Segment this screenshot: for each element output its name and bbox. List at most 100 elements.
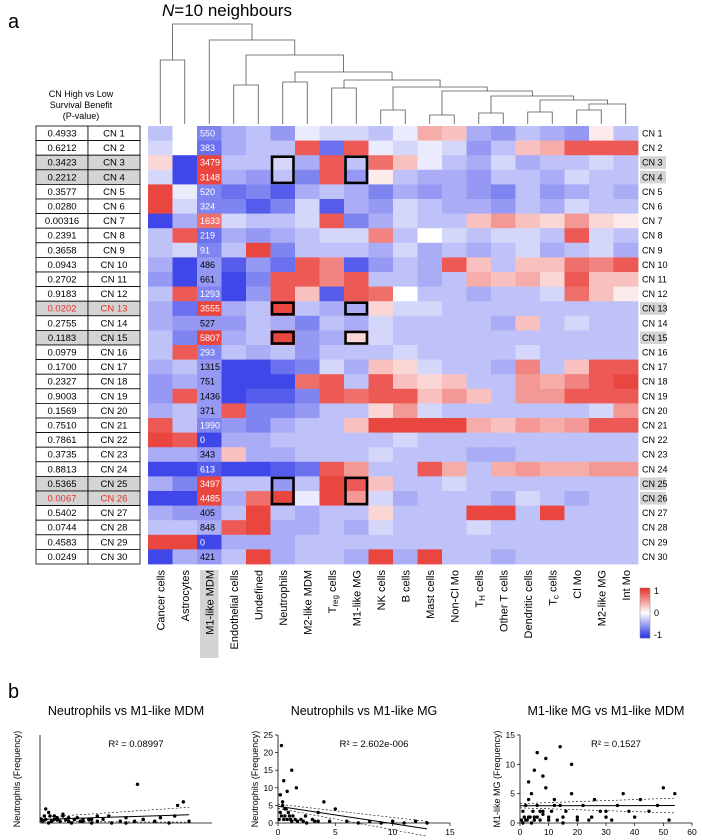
scatter-point xyxy=(529,821,534,825)
heatmap-cell xyxy=(221,272,247,287)
heatmap-cell xyxy=(319,461,345,477)
heatmap-cell xyxy=(246,257,271,273)
scatter-point xyxy=(277,817,281,822)
heatmap-cell xyxy=(295,126,320,141)
heatmap-cell xyxy=(221,432,247,448)
heatmap-cell xyxy=(221,286,247,302)
heatmap-cell xyxy=(197,242,222,258)
heatmap-cell xyxy=(613,301,639,317)
heatmap-cell xyxy=(515,461,541,477)
colorbar-step xyxy=(640,622,650,624)
heatmap-cell xyxy=(221,403,247,419)
heatmap-cell xyxy=(270,505,296,521)
heatmap-cell xyxy=(442,534,467,550)
heatmap-cell xyxy=(491,374,516,390)
heatmap-cell xyxy=(221,388,247,404)
heatmap-cell xyxy=(393,476,418,492)
outlined-cell-box xyxy=(270,301,295,316)
dendrogram-link xyxy=(490,95,575,113)
scatter-point xyxy=(532,815,537,819)
heatmap-cell xyxy=(515,155,541,171)
heatmap-cell xyxy=(417,476,443,492)
pvalue-text: 0.2327 xyxy=(47,377,76,388)
heatmap-cell xyxy=(319,388,345,404)
heatmap-cell xyxy=(589,505,614,521)
heatmap-cell xyxy=(148,345,173,360)
heatmap-cell xyxy=(393,520,418,536)
colorbar-step xyxy=(640,621,650,623)
colorbar-step xyxy=(640,611,650,613)
heatmap-cell xyxy=(491,184,516,200)
scatter-fit-line xyxy=(277,805,428,830)
heatmap-cell xyxy=(540,315,565,331)
colorbar-step xyxy=(640,624,650,626)
cn-name-text: CN 1 xyxy=(103,129,125,140)
dendrogram-link xyxy=(527,111,553,124)
heatmap-cell xyxy=(344,184,369,200)
cn-name-text: CN 17 xyxy=(101,362,128,373)
heatmap-cell xyxy=(417,286,443,302)
pvalue-text: 0.7510 xyxy=(47,421,76,432)
colorbar-step xyxy=(640,594,650,596)
heatmap: 550 383 3479 3148 520 324 1633 219 91 486 661 1293 3… xyxy=(148,126,639,565)
heatmap-cell xyxy=(246,491,271,506)
heatmap-cell xyxy=(417,520,443,536)
row-label: CN 13 xyxy=(642,304,668,314)
heatmap-cell xyxy=(270,491,296,506)
heatmap-cell xyxy=(540,272,565,287)
heatmap-cell xyxy=(589,418,614,433)
heatmap-cell xyxy=(393,155,418,171)
scatter-y-tick-label: 10 xyxy=(506,759,516,769)
heatmap-cell xyxy=(319,549,345,565)
heatmap-cell xyxy=(319,447,345,463)
heatmap-cell xyxy=(466,447,492,463)
column-label: Endothelial cells xyxy=(229,570,241,650)
scatter-point xyxy=(541,809,545,813)
cn-name-text: CN 4 xyxy=(103,172,125,183)
heatmap-cell xyxy=(466,403,492,419)
heatmap-cell xyxy=(466,330,492,346)
pvalue-text: 0.3735 xyxy=(47,450,76,461)
scatter-point xyxy=(61,812,65,816)
colorbar-step xyxy=(640,626,650,628)
heatmap-cell xyxy=(540,345,565,360)
scatter-point xyxy=(519,818,524,822)
scatter-y-tick-label: 15 xyxy=(506,730,516,740)
scatter-point xyxy=(647,809,651,813)
heatmap-cell xyxy=(295,491,320,506)
heatmap-cell xyxy=(515,228,541,244)
heatmap-cell xyxy=(172,242,198,258)
heatmap-cell xyxy=(368,169,394,185)
heatmap-cell xyxy=(564,359,590,375)
heatmap-cell xyxy=(491,257,516,273)
heatmap-cell xyxy=(491,534,516,550)
scatter-point xyxy=(69,821,74,825)
heatmap-cell xyxy=(515,345,541,360)
heatmap-cell xyxy=(368,315,394,331)
scatter-point xyxy=(541,812,545,816)
heatmap-cell xyxy=(319,315,345,331)
scatter-point xyxy=(526,815,531,819)
heatmap-cell xyxy=(515,140,541,156)
heatmap-cell xyxy=(197,184,222,200)
heatmap-cell xyxy=(197,403,222,419)
heatmap-cell xyxy=(270,374,296,390)
heatmap-cell xyxy=(589,184,614,200)
scatter-point xyxy=(301,819,305,823)
scatter-point xyxy=(524,818,528,822)
column-label: Astrocytes xyxy=(180,570,192,622)
heatmap-cell xyxy=(613,155,639,171)
heatmap-cell xyxy=(393,432,418,448)
heatmap-cell xyxy=(466,140,492,156)
heatmap-cell xyxy=(270,330,296,346)
heatmap-cell xyxy=(172,301,198,317)
heatmap-cell xyxy=(540,301,565,317)
heatmap-cell xyxy=(319,169,345,185)
heatmap-cell xyxy=(172,140,198,156)
colorbar-step xyxy=(640,631,650,633)
heatmap-cell xyxy=(368,184,394,200)
row-label: CN 18 xyxy=(642,377,668,387)
heatmap-cell xyxy=(442,388,467,404)
scatter-point xyxy=(535,750,539,755)
scatter-y-label: Neutrophils (Frequency) xyxy=(250,731,260,828)
